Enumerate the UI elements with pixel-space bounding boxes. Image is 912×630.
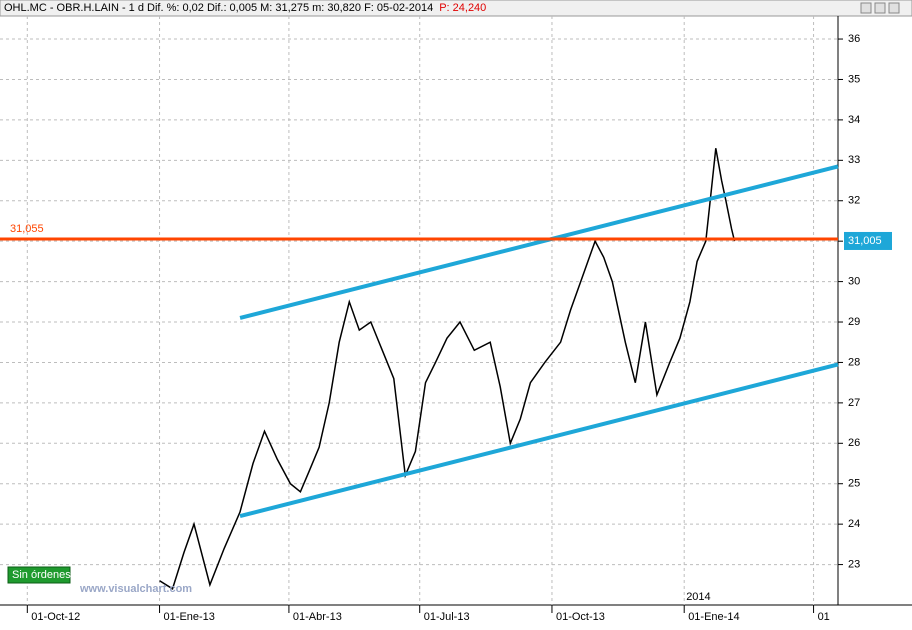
x-tick-label: 01-Oct-13 (556, 611, 605, 623)
y-tick-label: 32 (848, 195, 860, 207)
maximize-button[interactable] (874, 2, 886, 14)
minimize-button[interactable] (860, 2, 872, 14)
header-info: OHL.MC - OBR.H.LAIN - 1 d Dif. %: 0,02 D… (4, 2, 433, 14)
y-tick-label: 29 (848, 316, 860, 328)
close-button[interactable] (888, 2, 900, 14)
y-tick-label: 36 (848, 33, 860, 45)
level-label: 31,055 (10, 223, 44, 235)
orders-badge (7, 566, 71, 584)
y-tick-label: 25 (848, 478, 860, 490)
y-tick-label: 33 (848, 154, 860, 166)
x-tick-label: 01-Ene-13 (164, 611, 215, 623)
last-price-box (844, 231, 892, 250)
orders-badge-label: Sin órdenes (12, 569, 71, 581)
header: OHL.MC - OBR.H.LAIN - 1 d Dif. %: 0,02 D… (4, 2, 486, 14)
header-price: P: 24,240 (439, 2, 486, 14)
y-tick-label: 23 (848, 558, 860, 570)
y-tick-label: 30 (848, 276, 860, 288)
y-tick-label: 27 (848, 397, 860, 409)
trend-line (239, 362, 839, 519)
y-tick-label: 28 (848, 356, 860, 368)
y-tick-label: 34 (848, 114, 860, 126)
last-price-label: 31,005 (848, 235, 882, 247)
year-label: 2014 (686, 591, 710, 603)
x-tick-label: 01-Ene-14 (688, 611, 739, 623)
x-tick-label: 01-Oct-12 (31, 611, 80, 623)
header-bar (0, 0, 912, 17)
x-tick-label: 01-Jul-13 (424, 611, 470, 623)
price-line (159, 148, 736, 590)
y-tick-label: 24 (848, 518, 860, 530)
y-tick-label: 35 (848, 73, 860, 85)
x-tick-label: 01-Abr-13 (293, 611, 342, 623)
x-tick-label: 01 (818, 611, 830, 623)
watermark: www.visualchart.com (79, 583, 192, 595)
y-tick-label: 26 (848, 437, 860, 449)
trend-line (239, 164, 839, 320)
